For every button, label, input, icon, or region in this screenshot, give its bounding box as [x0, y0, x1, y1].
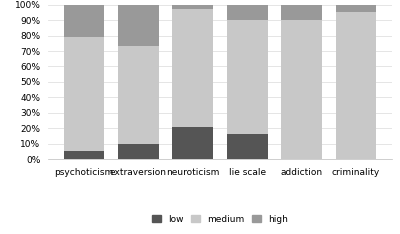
Bar [64, 151, 104, 159]
Legend: low, medium, high: low, medium, high [150, 213, 290, 226]
Bar [281, 20, 322, 159]
Bar [64, 5, 104, 37]
Bar [336, 12, 376, 159]
Bar [227, 5, 268, 20]
Bar [118, 144, 159, 159]
Bar [118, 5, 159, 46]
Bar [227, 20, 268, 134]
Bar [64, 37, 104, 151]
Bar [336, 5, 376, 12]
Bar [172, 127, 213, 159]
Bar [281, 5, 322, 20]
Bar [118, 46, 159, 144]
Bar [172, 9, 213, 127]
Bar [227, 134, 268, 159]
Bar [172, 5, 213, 9]
